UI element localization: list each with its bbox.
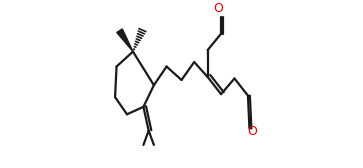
Text: O: O — [248, 125, 257, 138]
Text: O: O — [213, 2, 223, 15]
Polygon shape — [117, 29, 133, 52]
